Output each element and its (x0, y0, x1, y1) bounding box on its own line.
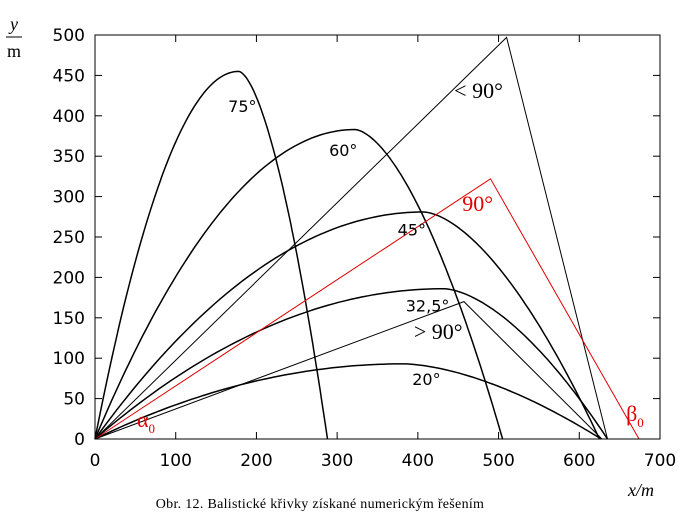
ticks-layer: 0 100 200 300 400 500 600 700050100150200250300… (53, 26, 677, 471)
annotation-7: > 90° (414, 319, 463, 344)
y-tick-label-7: 350 (53, 147, 85, 167)
annotation-2: 45° (398, 220, 426, 239)
series-line-2 (94, 211, 601, 440)
y-tick-label-2: 100 (53, 349, 85, 369)
x-tick-label-4: 400 (402, 451, 434, 471)
annotation-3: 32,5° (406, 296, 450, 315)
annotation-sub-8: 0 (149, 421, 156, 436)
y-axis-var: y (8, 14, 18, 34)
y-tick-label-0: 0 (74, 430, 85, 450)
curves-layer (94, 36, 640, 440)
annotation-5: < 90° (454, 78, 503, 103)
plot-frame (94, 34, 661, 440)
plot-border (94, 34, 661, 440)
polyline-1 (94, 178, 640, 440)
y-tick-label-1: 50 (63, 390, 85, 410)
y-tick-label-10: 500 (53, 26, 85, 46)
x-tick-label-1: 100 (159, 451, 191, 471)
y-axis-unit: m (7, 41, 21, 61)
y-tick-label-6: 300 (53, 188, 85, 208)
series-line-0 (94, 70, 329, 440)
x-tick-label-5: 500 (482, 451, 514, 471)
x-tick-label-3: 300 (321, 451, 353, 471)
y-tick-label-3: 150 (53, 309, 85, 329)
annotation-1: 60° (329, 141, 357, 160)
annotations-layer: 75° 60° 45° 32,5° 20° < 90° 90° > 90° α0 β0 (137, 78, 644, 436)
y-tick-label-8: 400 (53, 107, 85, 127)
annotation-6: 90° (462, 191, 493, 216)
x-axis-unit: /m (635, 480, 654, 500)
y-tick-label-4: 200 (53, 268, 85, 288)
annotation-sub-9: 0 (637, 415, 644, 430)
polyline-0 (94, 36, 608, 440)
y-tick-label-9: 450 (53, 66, 85, 86)
axis-labels-layer: ym x/m Obr. 12. Balistické křivky získané … (6, 14, 654, 512)
series-line-4 (94, 363, 602, 440)
x-tick-label-7: 700 (644, 451, 676, 471)
x-axis-label: x/m (627, 480, 654, 500)
annotation-9: β0 (626, 401, 644, 430)
x-tick-label-6: 600 (563, 451, 595, 471)
annotation-8: α0 (137, 407, 155, 436)
series-line-1 (94, 128, 504, 440)
polyline-2 (94, 301, 603, 440)
annotation-4: 20° (412, 370, 440, 389)
annotation-0: 75° (228, 97, 256, 116)
series-line-3 (94, 287, 609, 440)
x-tick-label-0: 0 (90, 451, 101, 471)
y-tick-label-5: 250 (53, 228, 85, 248)
figure-caption: Obr. 12. Balistické křivky získané numer… (156, 497, 485, 512)
x-tick-label-2: 200 (240, 451, 272, 471)
